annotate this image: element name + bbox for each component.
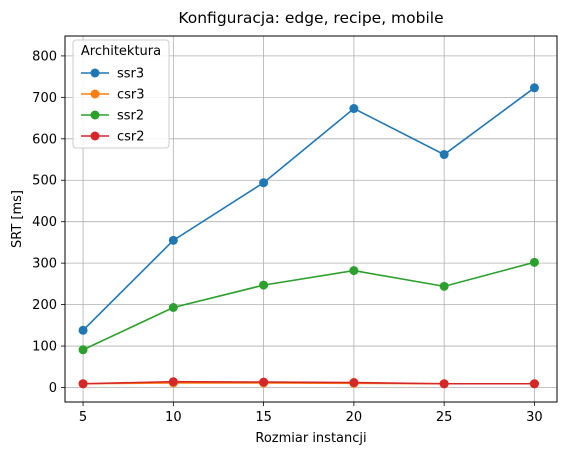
legend-swatch-marker (90, 131, 100, 141)
legend-label: csr3 (117, 88, 145, 103)
x-tick-label: 15 (255, 410, 272, 425)
legend-item-csr3: csr3 (81, 88, 145, 103)
legend-item-csr2: csr2 (81, 130, 145, 145)
y-tick-label: 300 (32, 257, 57, 272)
y-tick-label: 100 (32, 340, 57, 355)
data-point (439, 150, 449, 160)
data-point (439, 281, 449, 291)
legend-label: ssr3 (117, 67, 144, 82)
x-tick-label: 20 (346, 410, 363, 425)
x-axis: 5 10 15 20 25 30 (79, 402, 543, 425)
y-tick-label: 600 (32, 132, 57, 147)
data-point (259, 178, 269, 188)
legend-label: ssr2 (117, 109, 144, 124)
data-point (78, 379, 88, 389)
legend-item-ssr3: ssr3 (81, 67, 144, 82)
y-tick-label: 800 (32, 49, 57, 64)
data-point (349, 266, 359, 276)
legend-label: csr2 (117, 130, 145, 145)
legend-item-ssr2: ssr2 (81, 109, 144, 124)
y-tick-label: 700 (32, 91, 57, 106)
data-point (529, 379, 539, 389)
x-tick-label: 25 (436, 410, 453, 425)
legend-box (72, 39, 170, 149)
x-tick-label: 30 (526, 410, 543, 425)
y-axis: 0 100 200 300 400 500 600 700 800 (32, 49, 65, 396)
y-tick-label: 500 (32, 174, 57, 189)
series-csr2 (78, 377, 539, 389)
series-ssr3 (78, 83, 539, 335)
data-point (78, 345, 88, 355)
data-point (259, 280, 269, 290)
series-line (83, 380, 535, 385)
chart-title: Konfiguracja: edge, recipe, mobile (178, 9, 443, 27)
y-axis-label: SRT [ms] (10, 190, 25, 248)
data-point (439, 379, 449, 389)
series-ssr2 (78, 257, 539, 355)
y-tick-label: 200 (32, 298, 57, 313)
plot-frame (64, 35, 558, 403)
x-tick-label: 5 (79, 410, 87, 425)
data-point (349, 104, 359, 114)
data-point (529, 83, 539, 93)
data-point (259, 377, 269, 387)
data-point (529, 257, 539, 267)
data-point (168, 235, 178, 245)
series-line (82, 261, 535, 351)
series-line (82, 87, 535, 331)
grid (65, 36, 557, 402)
data-point (349, 378, 359, 388)
data-point (78, 325, 88, 335)
legend-swatch-marker (90, 110, 100, 120)
y-tick-label: 400 (32, 215, 57, 230)
x-axis-label: Rozmiar instancji (255, 431, 366, 446)
legend-swatch-marker (90, 89, 100, 99)
data-point (168, 302, 178, 312)
y-tick-label: 0 (49, 381, 57, 396)
legend: Architektura ssr3 csr3 ssr2 csr2 (72, 39, 170, 149)
x-tick-label: 10 (165, 410, 182, 425)
legend-swatch-marker (90, 68, 100, 78)
legend-title: Architektura (81, 44, 161, 59)
series-group (78, 83, 539, 389)
data-point (168, 377, 178, 387)
